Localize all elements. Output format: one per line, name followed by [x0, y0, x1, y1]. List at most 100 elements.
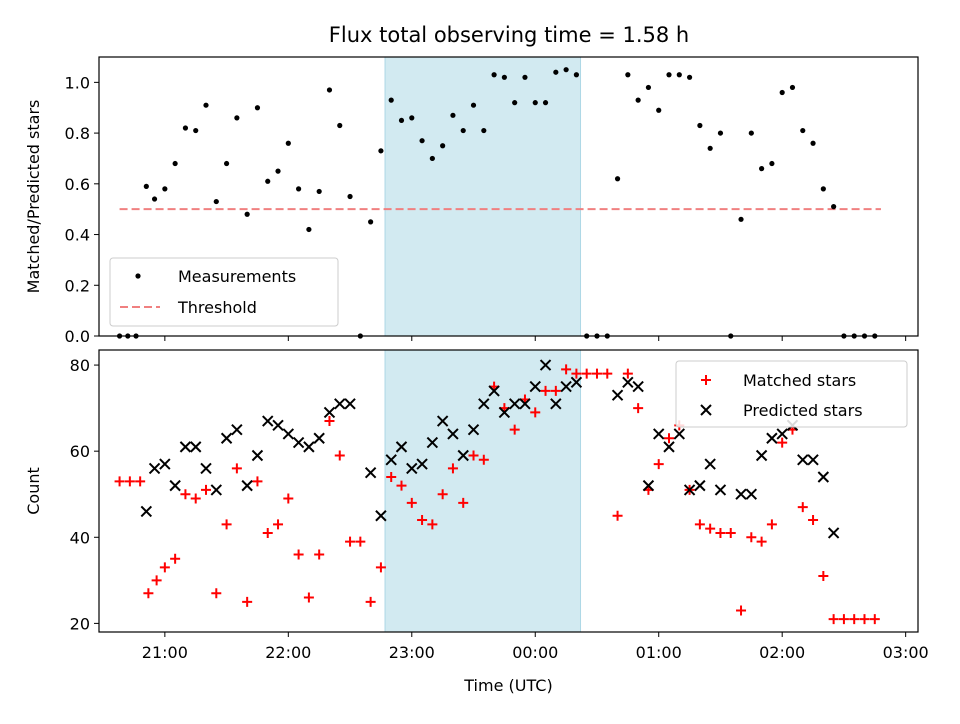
- observing-window-shade: [384, 349, 582, 633]
- measurement-point: [748, 130, 754, 136]
- measurement-point: [676, 72, 682, 78]
- y-axis-label: Count: [24, 467, 43, 515]
- measurement-point: [347, 193, 353, 200]
- matched-stars-point: [437, 489, 448, 500]
- predicted-stars-point: [467, 423, 480, 436]
- measurement-point: [666, 72, 672, 78]
- measurement-point: [419, 138, 425, 144]
- matched-stars-point: [375, 562, 386, 573]
- measurement-point: [388, 97, 394, 103]
- measurement-point: [635, 97, 641, 103]
- matched-stars-point: [653, 459, 664, 470]
- predicted-stars-point: [508, 398, 521, 410]
- x-tick-label: 01:00: [636, 643, 682, 662]
- matched-stars-point: [540, 385, 551, 396]
- measurement-point: [501, 74, 507, 80]
- predicted-stars-point: [488, 385, 500, 397]
- matched-stars-point: [324, 416, 335, 427]
- measurement-point: [378, 148, 384, 154]
- measurement-point: [151, 196, 158, 202]
- measurement-point: [789, 84, 796, 91]
- y-axis-label: Matched/Predicted stars: [24, 100, 43, 294]
- matched-stars-point: [262, 527, 273, 538]
- matched-stars-point: [396, 480, 407, 491]
- matched-stars-point: [334, 450, 345, 461]
- matched-stars-point: [766, 519, 777, 530]
- predicted-stars-point: [550, 398, 562, 410]
- measurement-point: [162, 186, 168, 192]
- measurement-point: [491, 72, 497, 78]
- matched-stars-point: [345, 536, 356, 547]
- predicted-stars-point: [436, 415, 449, 427]
- measurement-point: [306, 226, 312, 233]
- predicted-stars-point: [735, 488, 747, 500]
- predicted-stars-point: [426, 436, 439, 449]
- matched-stars-point: [124, 476, 135, 487]
- predicted-stars-point: [231, 423, 243, 436]
- measurement-point: [759, 166, 765, 172]
- measurement-point: [645, 84, 652, 91]
- x-tick-label: 23:00: [389, 643, 435, 662]
- matched-stars-point: [252, 476, 263, 487]
- predicted-stars-point: [159, 458, 171, 470]
- matched-stars-point: [458, 497, 469, 508]
- matched-stars-point: [859, 614, 870, 625]
- predicted-stars-point: [683, 484, 696, 496]
- predicted-stars-point: [673, 428, 686, 440]
- x-tick-label: 22:00: [265, 643, 311, 662]
- predicted-stars-point: [745, 488, 758, 500]
- predicted-stars-point: [611, 389, 624, 401]
- matched-stars-point: [561, 364, 572, 375]
- measurement-point: [460, 127, 466, 134]
- measurement-point: [810, 140, 816, 146]
- predicted-stars-point: [807, 454, 819, 466]
- predicted-stars-point: [632, 380, 644, 393]
- measurement-point: [409, 115, 415, 121]
- y-tick-label: 1.0: [65, 73, 90, 92]
- measurement-point: [738, 216, 744, 222]
- predicted-stars-point: [334, 398, 346, 410]
- matched-stars-point: [242, 596, 253, 607]
- predicted-stars-point: [200, 462, 212, 475]
- measurement-point: [223, 160, 230, 167]
- matched-stars-point: [664, 433, 675, 444]
- predicted-stars-point: [539, 359, 552, 371]
- x-tick-label: 03:00: [883, 643, 929, 662]
- matched-stars-point: [159, 562, 170, 573]
- predicted-stars-point: [498, 406, 511, 419]
- matched-stars-point: [478, 454, 489, 465]
- matched-stars-point: [849, 614, 860, 625]
- measurement-point: [285, 140, 291, 146]
- predicted-stars-point: [272, 419, 284, 432]
- measurement-point: [143, 183, 149, 189]
- predicted-stars-point: [653, 428, 665, 440]
- plot-frame: [98, 349, 919, 633]
- measurement-point: [573, 72, 580, 78]
- measurement-point: [440, 143, 446, 149]
- y-tick-label: 0.8: [65, 124, 90, 143]
- matched-stars-point: [746, 532, 757, 543]
- measurement-point: [234, 115, 240, 121]
- measurement-point: [326, 87, 333, 93]
- measurement-point: [244, 211, 250, 217]
- measurement-point: [368, 219, 374, 225]
- matched-stars-point: [818, 571, 829, 582]
- matched-stars-point: [550, 385, 561, 396]
- measurement-point: [182, 125, 189, 131]
- predicted-stars-point: [395, 441, 408, 453]
- measurement-point: [717, 130, 724, 136]
- predicted-stars-point: [406, 462, 418, 475]
- predicted-stars-point: [478, 398, 490, 410]
- measurement-point: [656, 107, 662, 113]
- measurement-point: [213, 198, 219, 205]
- predicted-stars-point: [313, 432, 325, 444]
- matched-stars-point: [355, 536, 366, 547]
- legend-box: [675, 360, 908, 428]
- y-tick-label: 60: [70, 442, 90, 461]
- predicted-stars-point: [385, 454, 397, 466]
- measurement-point: [450, 112, 456, 118]
- matched-stars-point: [633, 403, 644, 414]
- measurement-point: [542, 100, 549, 106]
- measurement-point: [470, 102, 477, 108]
